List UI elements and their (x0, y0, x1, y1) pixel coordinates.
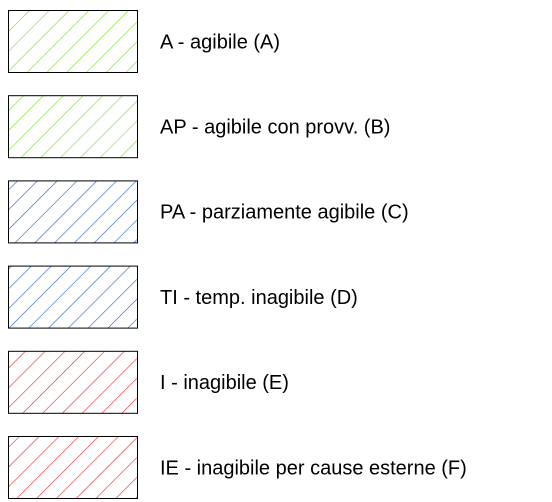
legend-swatch (8, 265, 138, 329)
legend-item: TI - temp. inagibile (D) (8, 265, 358, 329)
legend-label: TI - temp. inagibile (D) (160, 287, 358, 309)
legend-item: PA - parziamente agibile (C) (8, 180, 409, 244)
legend-item: AP - agibile con provv. (B) (8, 95, 390, 159)
legend-label: I - inagibile (E) (160, 372, 289, 394)
legend-item: I - inagibile (E) (8, 350, 289, 414)
legend-label: AP - agibile con provv. (B) (160, 116, 390, 138)
legend-label: IE - inagibile per cause esterne (F) (160, 457, 467, 479)
legend-swatch (8, 95, 138, 159)
legend-label: A - agibile (A) (160, 31, 280, 53)
legend-item: A - agibile (A) (8, 10, 280, 73)
legend-item: IE - inagibile per cause esterne (F) (8, 436, 467, 499)
legend-label: PA - parziamente agibile (C) (160, 202, 409, 224)
legend-swatch (8, 436, 138, 499)
legend-swatch (8, 10, 138, 73)
legend-swatch (8, 180, 138, 244)
legend-swatch (8, 350, 138, 414)
